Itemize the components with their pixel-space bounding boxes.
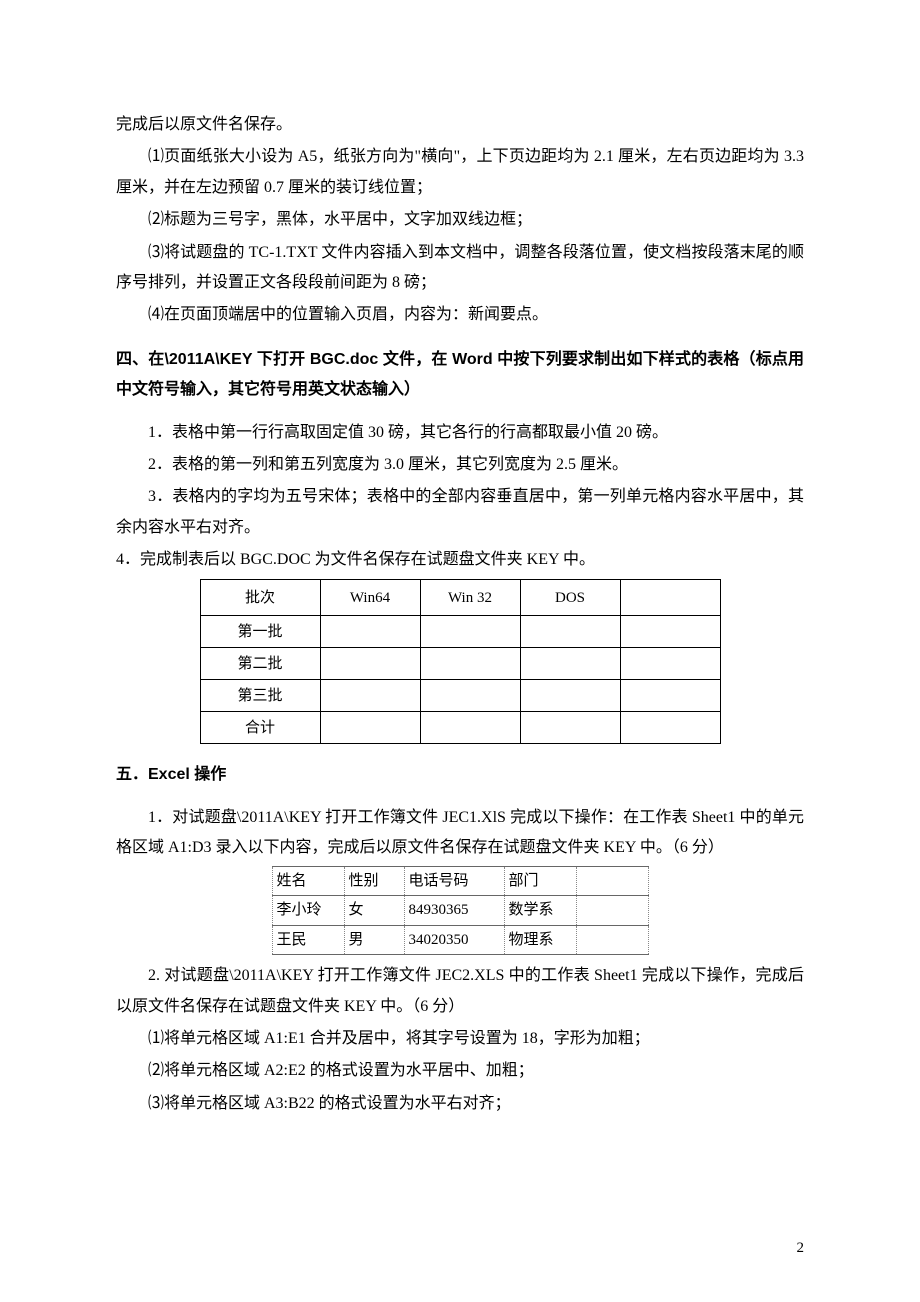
table-cell	[620, 616, 720, 648]
table-row: 第二批	[200, 648, 720, 680]
table-row: 王民 男 34020350 物理系	[272, 925, 648, 955]
table-jec1: 姓名 性别 电话号码 部门 李小玲 女 84930365 数学系 王民 男 34…	[272, 866, 649, 956]
item-b1: 1．表格中第一行行高取固定值 30 磅，其它各行的行高都取最小值 20 磅。	[116, 418, 804, 448]
table-cell: DOS	[520, 580, 620, 616]
table-cell	[420, 680, 520, 712]
table-cell: 第三批	[200, 680, 320, 712]
table-cell	[320, 680, 420, 712]
table-cell: 男	[344, 925, 404, 955]
table-cell: 合计	[200, 712, 320, 744]
table-cell	[320, 616, 420, 648]
table-cell	[520, 680, 620, 712]
table-cell: Win 32	[420, 580, 520, 616]
intro-line: 完成后以原文件名保存。	[116, 110, 804, 140]
table-cell	[620, 648, 720, 680]
table-cell	[576, 896, 648, 926]
table-cell	[576, 925, 648, 955]
item-a4: ⑷在页面顶端居中的位置输入页眉，内容为：新闻要点。	[116, 300, 804, 330]
table-cell: 数学系	[504, 896, 576, 926]
item-a2: ⑵标题为三号字，黑体，水平居中，文字加双线边框；	[116, 205, 804, 235]
item-b3: 3．表格内的字均为五号宋体；表格中的全部内容垂直居中，第一列单元格内容水平居中，…	[116, 482, 804, 543]
table-cell	[420, 648, 520, 680]
table-cell: 电话号码	[404, 866, 504, 896]
item-c1: ⑴将单元格区域 A1:E1 合并及居中，将其字号设置为 18，字形为加粗；	[116, 1024, 804, 1054]
table-cell: 王民	[272, 925, 344, 955]
table-cell: 34020350	[404, 925, 504, 955]
table-cell: Win64	[320, 580, 420, 616]
table-cell: 姓名	[272, 866, 344, 896]
page-number: 2	[797, 1234, 805, 1263]
table-cell: 物理系	[504, 925, 576, 955]
item-b4: 4．完成制表后以 BGC.DOC 为文件名保存在试题盘文件夹 KEY 中。	[116, 545, 804, 575]
table-cell	[320, 648, 420, 680]
table-cell	[320, 712, 420, 744]
table-cell	[420, 616, 520, 648]
table-row: 第一批	[200, 616, 720, 648]
excel-para-1: 1．对试题盘\2011A\KEY 打开工作簿文件 JEC1.XlS 完成以下操作…	[116, 803, 804, 864]
table-row: 第三批	[200, 680, 720, 712]
table-row: 批次 Win64 Win 32 DOS	[200, 580, 720, 616]
excel-para-2: 2. 对试题盘\2011A\KEY 打开工作簿文件 JEC2.XLS 中的工作表…	[116, 961, 804, 1022]
table-cell: 部门	[504, 866, 576, 896]
table-row: 合计	[200, 712, 720, 744]
table-cell: 批次	[200, 580, 320, 616]
table-cell	[520, 648, 620, 680]
table-bgc: 批次 Win64 Win 32 DOS 第一批 第二批 第三批 合计	[200, 579, 721, 744]
item-c3: ⑶将单元格区域 A3:B22 的格式设置为水平右对齐；	[116, 1089, 804, 1119]
table-cell: 李小玲	[272, 896, 344, 926]
item-c2: ⑵将单元格区域 A2:E2 的格式设置为水平居中、加粗；	[116, 1056, 804, 1086]
item-b2: 2．表格的第一列和第五列宽度为 3.0 厘米，其它列宽度为 2.5 厘米。	[116, 450, 804, 480]
table-cell	[420, 712, 520, 744]
table-cell: 性别	[344, 866, 404, 896]
table-row: 李小玲 女 84930365 数学系	[272, 896, 648, 926]
heading-5: 五．Excel 操作	[116, 760, 804, 790]
heading-4: 四、在\2011A\KEY 下打开 BGC.doc 文件，在 Word 中按下列…	[116, 345, 804, 406]
table-cell: 第一批	[200, 616, 320, 648]
table-cell: 第二批	[200, 648, 320, 680]
item-a3: ⑶将试题盘的 TC-1.TXT 文件内容插入到本文档中，调整各段落位置，使文档按…	[116, 238, 804, 299]
table-cell	[620, 712, 720, 744]
table-cell	[620, 580, 720, 616]
item-a1: ⑴页面纸张大小设为 A5，纸张方向为"横向"，上下页边距均为 2.1 厘米，左右…	[116, 142, 804, 203]
table-cell	[620, 680, 720, 712]
table-cell	[520, 712, 620, 744]
table-cell	[576, 866, 648, 896]
table-cell: 女	[344, 896, 404, 926]
table-cell: 84930365	[404, 896, 504, 926]
table-cell	[520, 616, 620, 648]
table-row: 姓名 性别 电话号码 部门	[272, 866, 648, 896]
